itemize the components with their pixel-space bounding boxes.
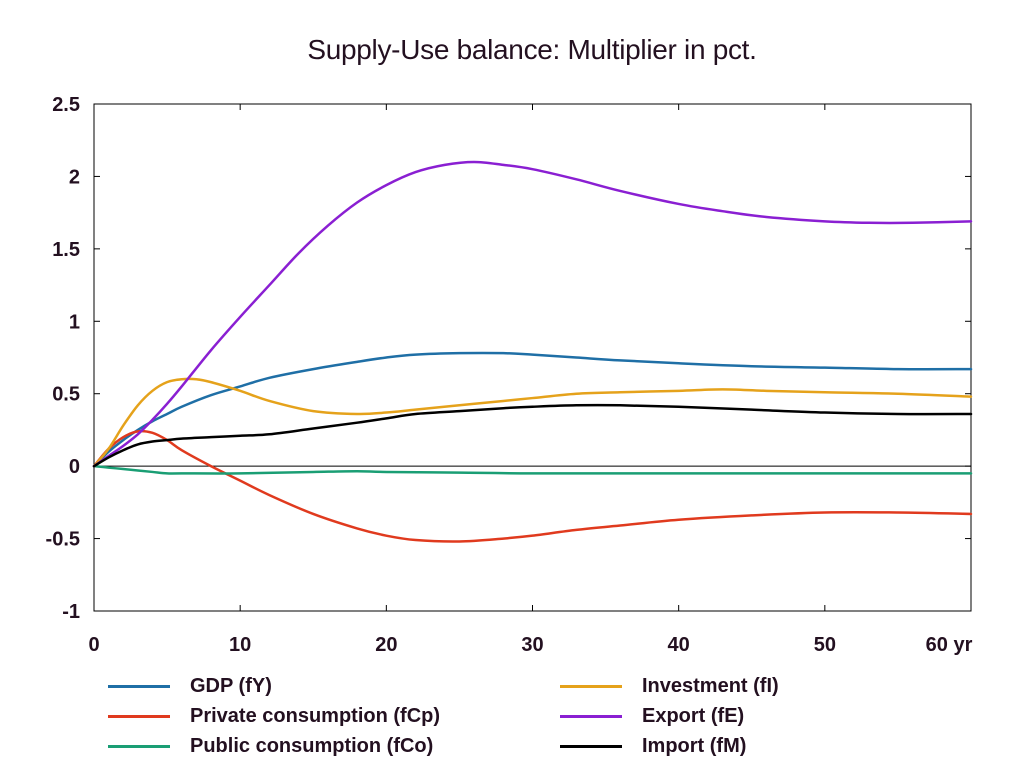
legend-swatch-export xyxy=(560,714,622,718)
legend-label-export: Export (fE) xyxy=(642,704,745,727)
legend: GDP (fY) Private consumption (fCp) Publi… xyxy=(0,672,1024,772)
series-line-investment xyxy=(92,377,973,468)
x-tick-label: 10 xyxy=(229,634,251,656)
legend-label-gdp: GDP (fY) xyxy=(190,674,272,697)
y-tick-label: 2 xyxy=(69,166,80,188)
legend-item-investment: Investment (fI) xyxy=(560,672,779,700)
x-tick-label: 40 xyxy=(668,634,690,656)
legend-item-private-consumption: Private consumption (fCp) xyxy=(108,702,440,730)
legend-swatch-gdp xyxy=(108,684,170,688)
legend-label-investment: Investment (fI) xyxy=(642,674,779,697)
legend-item-import: Import (fM) xyxy=(560,732,746,760)
legend-swatch-investment xyxy=(560,684,622,688)
legend-label-import: Import (fM) xyxy=(642,734,747,757)
legend-label-public-consumption: Public consumption (fCo) xyxy=(190,734,434,757)
chart-title: Supply-Use balance: Multiplier in pct. xyxy=(307,34,757,65)
legend-item-public-consumption: Public consumption (fCo) xyxy=(108,732,433,760)
y-tick-label: 1 xyxy=(69,311,80,333)
y-tick-label: -1 xyxy=(62,601,80,623)
y-tick-label: -0.5 xyxy=(46,529,80,551)
series-line-public-consumption xyxy=(92,464,973,475)
legend-swatch-private-consumption xyxy=(108,714,170,718)
x-tick-label: 50 xyxy=(814,634,836,656)
legend-label-private-consumption: Private consumption (fCp) xyxy=(190,704,441,727)
x-tick-label: 60 yr xyxy=(926,634,973,656)
legend-item-export: Export (fE) xyxy=(560,702,744,730)
series-lines xyxy=(92,160,973,543)
series-line-private-consumption xyxy=(92,429,973,543)
y-tick-label: 2.5 xyxy=(52,94,80,116)
y-tick-label: 0.5 xyxy=(52,384,80,406)
x-tick-label: 0 xyxy=(88,634,99,656)
y-tick-label: 1.5 xyxy=(52,239,80,261)
series-line-gdp xyxy=(92,351,973,468)
x-tick-label: 20 xyxy=(375,634,397,656)
x-tick-label: 30 xyxy=(521,634,543,656)
legend-swatch-import xyxy=(560,744,622,748)
series-line-export xyxy=(92,160,973,468)
legend-swatch-public-consumption xyxy=(108,744,170,748)
legend-item-gdp: GDP (fY) xyxy=(108,672,272,700)
line-chart: 2.5 2 1.5 1 0.5 0 -0.5 -1 0 10 20 30 40 50 60 yr xyxy=(46,94,973,656)
series-line-import xyxy=(92,403,973,468)
axes: 2.5 2 1.5 1 0.5 0 -0.5 -1 0 10 20 30 40 50 60 yr xyxy=(46,94,973,656)
y-tick-label: 0 xyxy=(69,456,80,478)
